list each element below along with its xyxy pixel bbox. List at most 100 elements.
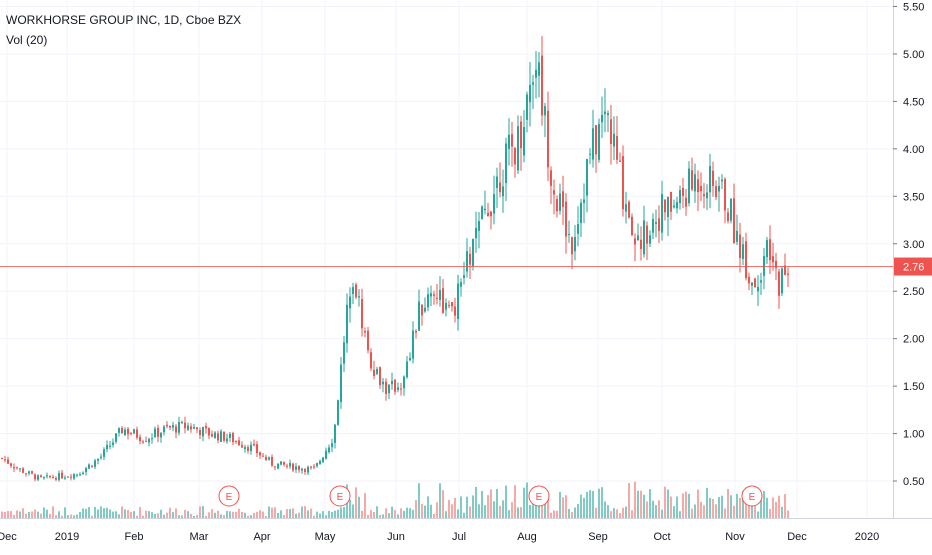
candle-body — [592, 128, 594, 160]
volume-bar — [586, 491, 588, 518]
candle-body — [7, 459, 9, 464]
volume-bar — [19, 511, 21, 518]
earnings-marker[interactable]: E — [528, 485, 550, 507]
candle-body — [52, 476, 54, 478]
volume-bar — [748, 503, 750, 518]
candle-body — [652, 219, 654, 233]
candle-body — [76, 474, 78, 476]
volume-bar — [553, 510, 555, 518]
candle-body — [430, 293, 432, 297]
candle-body — [55, 478, 57, 480]
volume-bar — [4, 511, 6, 518]
candle-body — [88, 464, 90, 469]
volume-bar — [787, 510, 789, 518]
candle-body — [319, 460, 321, 464]
volume-bar — [646, 501, 648, 518]
volume-bar — [673, 506, 675, 518]
volume-bar — [415, 500, 417, 518]
volume-bar — [28, 511, 30, 518]
volume-bar — [559, 491, 561, 518]
volume-bar — [514, 485, 516, 518]
volume-bar — [742, 490, 744, 518]
candle-body — [595, 125, 597, 155]
candle-body — [580, 202, 582, 224]
x-tick-label: Feb — [125, 531, 144, 543]
volume-bar — [271, 507, 273, 518]
volume-bar — [676, 496, 678, 518]
volume-bar — [529, 504, 531, 518]
volume-bar — [472, 495, 474, 518]
candle-body — [613, 133, 615, 147]
volume-bar — [466, 496, 468, 518]
candle-body — [451, 302, 453, 307]
volume-bar — [721, 495, 723, 518]
volume-bar — [406, 507, 408, 518]
volume-bar — [478, 504, 480, 518]
candle-body — [607, 113, 609, 116]
volume-bar — [460, 496, 462, 518]
candle-body — [433, 294, 435, 296]
volume-bar — [760, 499, 762, 518]
candle-body — [322, 457, 324, 462]
candle-body — [253, 443, 255, 446]
candle-body — [556, 199, 558, 212]
candle-body — [715, 186, 717, 198]
volume-bar — [409, 508, 411, 518]
candle-body — [418, 301, 420, 331]
volume-bar — [622, 507, 624, 518]
volume-bar — [283, 515, 285, 518]
candle-body — [124, 429, 126, 436]
last-price-tag — [894, 257, 932, 276]
volume-bar — [400, 508, 402, 518]
candle-body — [64, 477, 66, 479]
volume-bar — [130, 511, 132, 518]
earnings-marker[interactable]: E — [741, 485, 763, 507]
volume-bar — [13, 514, 15, 518]
volume-bar — [277, 513, 279, 518]
candle-body — [538, 62, 540, 76]
x-tick-label: Dec — [0, 531, 17, 543]
volume-bar — [730, 495, 732, 518]
volume-bar — [700, 501, 702, 518]
volume-bar — [517, 507, 519, 518]
candle-body — [28, 471, 30, 474]
candle-body — [688, 168, 690, 204]
earnings-marker[interactable]: E — [218, 485, 240, 507]
x-tick-label: 2019 — [55, 531, 79, 543]
candle-body — [475, 227, 477, 239]
candle-body — [328, 447, 330, 453]
volume-bar — [211, 509, 213, 518]
volume-bar — [784, 494, 786, 518]
earnings-marker[interactable]: E — [329, 485, 351, 507]
volume-bar — [595, 507, 597, 518]
volume-bar — [148, 511, 150, 518]
candle-body — [781, 268, 783, 294]
volume-bar — [226, 510, 228, 518]
volume-bar — [469, 506, 471, 518]
candle-body — [292, 463, 294, 471]
volume-bar — [337, 509, 339, 518]
candle-body — [277, 463, 279, 469]
candle-body — [559, 193, 561, 211]
volume-bar — [340, 507, 342, 518]
volume-bar — [421, 504, 423, 518]
volume-bar — [256, 511, 258, 518]
volume-bar — [235, 511, 237, 518]
candle-body — [493, 194, 495, 214]
candle-body — [577, 223, 579, 234]
x-tick-label: Mar — [190, 531, 209, 543]
volume-bar — [625, 506, 627, 518]
volume-bar — [496, 488, 498, 518]
volume-bar — [637, 490, 639, 518]
volume-bar — [424, 505, 426, 518]
candle-body — [181, 422, 183, 424]
candle-body — [133, 429, 135, 434]
candle-body — [10, 463, 12, 466]
volume-bar — [703, 505, 705, 518]
candle-body — [343, 342, 345, 364]
volume-bar — [247, 515, 249, 518]
volume-bar — [610, 511, 612, 518]
candle-body — [226, 438, 228, 442]
volume-bar — [160, 509, 162, 518]
